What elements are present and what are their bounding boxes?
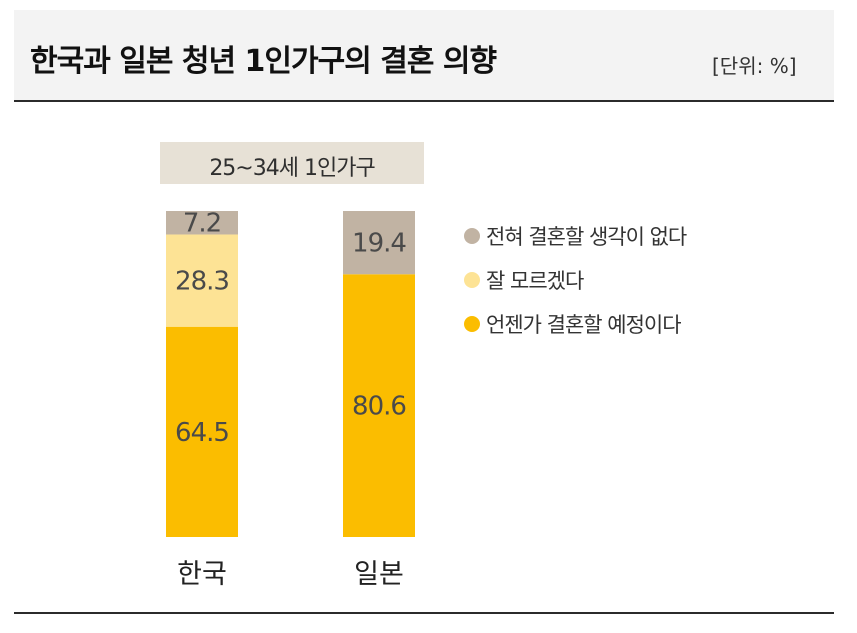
data-label: 80.6	[352, 392, 406, 422]
data-label: 28.3	[175, 267, 229, 297]
header-divider	[14, 100, 834, 102]
legend-item: 언젠가 결혼할 예정이다	[464, 302, 686, 346]
bar-segment	[166, 326, 238, 537]
legend-label: 잘 모르겠다	[486, 269, 584, 293]
data-label: 64.5	[175, 418, 229, 448]
chart-subtitle: 25~34세 1인가구	[209, 156, 375, 181]
chart-header	[14, 10, 834, 100]
x-tick-label: 한국	[177, 559, 227, 590]
data-label: 7.2	[183, 209, 221, 239]
chart-title: 한국과 일본 청년 1인가구의 결혼 의향	[30, 44, 497, 79]
legend-item: 전혀 결혼할 생각이 없다	[464, 214, 687, 258]
bar-segment	[166, 211, 238, 235]
unit-label: [단위: %]	[712, 54, 797, 78]
legend-swatch	[464, 228, 480, 244]
bar-segment	[166, 234, 238, 327]
data-label: 19.4	[352, 229, 406, 259]
legend-item: 잘 모르겠다	[464, 258, 686, 302]
bar-segment	[343, 211, 415, 275]
legend-label: 전혀 결혼할 생각이 없다	[486, 225, 687, 249]
subtitle-box	[160, 142, 424, 184]
bottom-divider	[14, 612, 834, 614]
legend-label: 언젠가 결혼할 예정이다	[486, 313, 682, 337]
legend-swatch	[464, 272, 480, 288]
bar-segment	[343, 274, 415, 537]
legend-swatch	[464, 316, 480, 332]
x-tick-label: 일본	[354, 559, 404, 590]
